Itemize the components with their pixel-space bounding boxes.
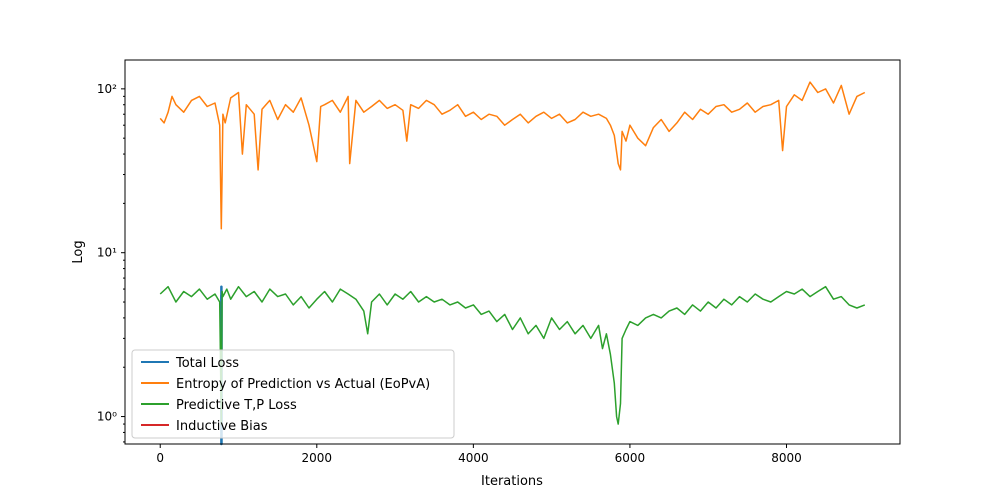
x-axis-ticks: 0 2000 4000 6000 8000 <box>156 444 802 465</box>
y-tick-label: 10¹ <box>97 246 117 260</box>
legend-label-predictive-loss: Predictive T,P Loss <box>176 398 297 413</box>
x-axis-label: Iterations <box>481 474 543 489</box>
y-axis-label: Log <box>71 240 86 263</box>
legend: Total Loss Entropy of Prediction vs Actu… <box>131 349 455 439</box>
x-tick-label: 2000 <box>302 451 333 465</box>
series-line-1 <box>159 81 866 230</box>
legend-box <box>131 349 455 439</box>
x-tick-label: 4000 <box>458 451 489 465</box>
legend-label-eopva: Entropy of Prediction vs Actual (EoPvA) <box>176 377 430 392</box>
y-tick-label: 10² <box>97 82 117 96</box>
y-tick-label: 10⁰ <box>97 410 117 424</box>
series-line-2 <box>159 285 866 425</box>
x-tick-label: 8000 <box>771 451 802 465</box>
y-axis-ticks: 10⁰ 10¹ 10² <box>97 82 125 443</box>
legend-label-total-loss: Total Loss <box>175 356 239 371</box>
legend-label-inductive-bias: Inductive Bias <box>176 419 268 434</box>
plot-frame <box>124 59 901 445</box>
x-tick-label: 6000 <box>615 451 646 465</box>
x-tick-label: 0 <box>156 451 164 465</box>
